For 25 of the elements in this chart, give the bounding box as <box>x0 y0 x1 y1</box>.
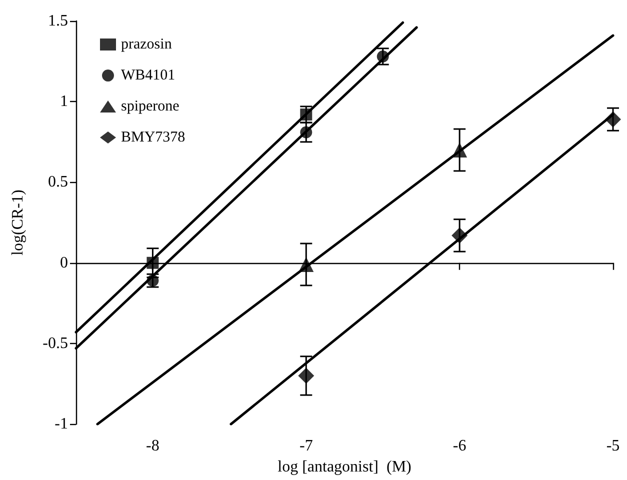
point <box>146 256 159 269</box>
x-tick-label: -5 <box>606 438 620 455</box>
point <box>298 368 314 384</box>
point <box>300 126 312 138</box>
x-axis-title: log [antagonist] (M) <box>278 458 412 476</box>
point <box>452 142 468 158</box>
y-tick-label: -1 <box>54 416 68 433</box>
point <box>605 111 621 128</box>
point <box>452 227 468 244</box>
y-axis-title: log(CR-1) <box>10 190 26 256</box>
y-tick-label: 0.5 <box>48 174 68 191</box>
y-tick-label: -0.5 <box>42 334 68 352</box>
y-tick-label: 1 <box>60 93 68 110</box>
x-tick-label: -7 <box>299 438 313 455</box>
point <box>376 50 389 62</box>
legend-label: BMY7378 <box>121 130 186 146</box>
point <box>298 256 314 272</box>
y-tick-label: 0 <box>60 254 68 272</box>
y-tick-label: 1.5 <box>48 12 68 30</box>
legend-label: prazosin <box>121 36 172 52</box>
x-tick-label: -6 <box>452 438 466 455</box>
legend-label: WB4101 <box>121 68 176 84</box>
x-tick-label: -8 <box>146 438 160 455</box>
point <box>300 108 312 121</box>
legend-label: spiperone <box>121 98 180 114</box>
